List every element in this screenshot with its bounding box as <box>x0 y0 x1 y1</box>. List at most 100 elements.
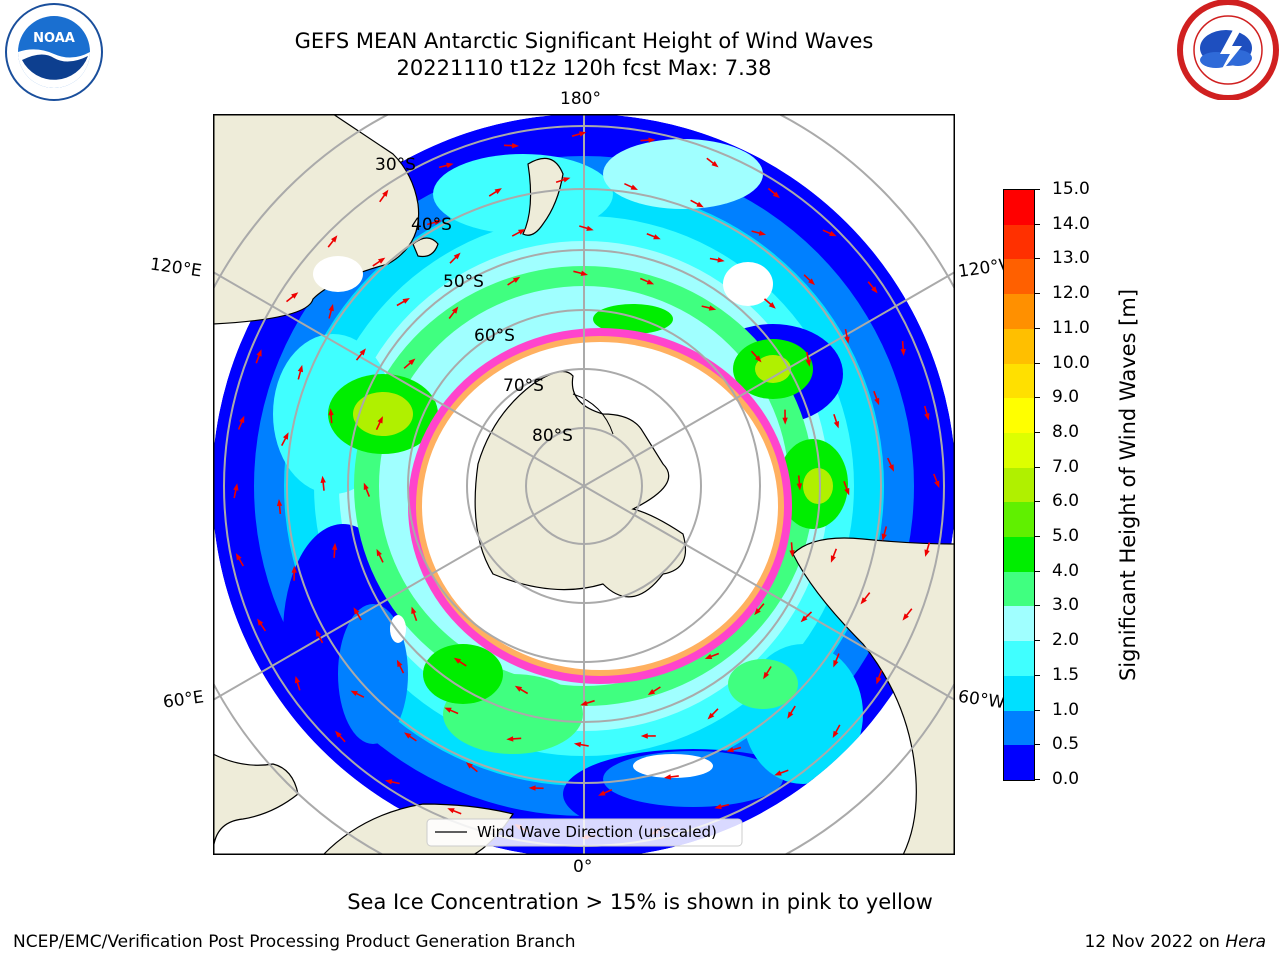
colorbar <box>1003 189 1035 781</box>
wave-arrow-head <box>506 736 514 742</box>
wave-arrow-head <box>768 302 776 309</box>
colorbar-tick-mark <box>1034 570 1040 572</box>
colorbar-tick-mark <box>1034 327 1040 329</box>
colorbar-tick-label: 1.0 <box>1052 699 1080 720</box>
colorbar-tick-label: 7.0 <box>1052 456 1080 477</box>
wave-arrow-head <box>514 685 523 692</box>
colorbar-segment <box>1004 710 1034 746</box>
wave-arrow-head <box>580 700 588 706</box>
wave-arrow-head <box>580 270 588 276</box>
unresolved-regions <box>313 256 773 778</box>
legend-label: Wind Wave Direction (unscaled) <box>477 823 717 841</box>
colorbar-segment <box>1004 606 1034 642</box>
colorbar-segment <box>1004 537 1034 572</box>
colorbar-tick-mark <box>1034 223 1040 225</box>
wave-arrow-head <box>754 608 761 616</box>
wave-arrow-head <box>256 349 262 357</box>
antarctica <box>408 328 792 684</box>
colorbar-tick-mark <box>1034 362 1040 364</box>
wave-arrow-head <box>586 225 594 231</box>
wave-arrow-head <box>297 364 303 373</box>
wave-arrow-head <box>451 306 459 314</box>
wave-arrow-head <box>711 161 719 168</box>
wave-arrow-head <box>763 671 770 680</box>
run-host: Hera <box>1225 932 1266 952</box>
colorbar-tick-mark <box>1034 640 1040 642</box>
wave-arrow-head <box>881 533 887 541</box>
wave-arrow-head <box>335 730 342 738</box>
wave-arrow-head <box>829 230 837 237</box>
lon-label-60w: 60°W <box>956 686 1007 714</box>
colorbar-tick-label: 0.0 <box>1052 769 1080 789</box>
wave-arrow-head <box>708 305 717 311</box>
wave-arrow-head <box>434 219 442 225</box>
wave-arrow-head <box>447 808 455 814</box>
wave-arrow-head <box>332 542 338 550</box>
producer-credit: NCEP/EMC/Verification Post Processing Pr… <box>13 932 576 952</box>
colorbar-tick-mark <box>1034 709 1040 711</box>
lat-label-70s: 70°S <box>503 376 544 396</box>
colorbar-tick-label: 2.0 <box>1052 630 1080 651</box>
wave-arrow-head <box>528 785 536 791</box>
colorbar-tick-mark <box>1034 605 1040 607</box>
svg-text:NOAA: NOAA <box>33 31 75 46</box>
wave-arrow-head <box>640 733 648 739</box>
wave-arrow-head <box>233 483 239 491</box>
colorbar-segment <box>1004 328 1034 364</box>
wave-arrow-head <box>385 779 393 785</box>
wave-arrow-head <box>494 188 502 195</box>
lon-label-120e: 120°E <box>148 254 203 282</box>
colorbar-tick-label: 3.0 <box>1052 595 1080 616</box>
colorbar-tick-label: 15.0 <box>1052 179 1090 199</box>
wave-arrow-head <box>774 770 782 776</box>
wave-arrow-head <box>758 230 767 236</box>
wave-arrow-head <box>934 480 940 488</box>
colorbar-segment <box>1004 641 1034 676</box>
colorbar-tick-label: 14.0 <box>1052 213 1090 234</box>
wave-arrow-head <box>239 415 245 424</box>
wave-arrow-head <box>844 336 850 344</box>
wave-arrow-head <box>465 762 473 769</box>
wave-arrow-head <box>378 257 386 264</box>
colorbar-tick-mark <box>1034 536 1040 538</box>
wave-arrow-head <box>382 189 389 197</box>
wave-arrow-head <box>726 747 734 753</box>
wave-arrow-head <box>453 252 461 260</box>
colorbar-segment <box>1004 363 1034 399</box>
colorbar-tick-label: 10.0 <box>1052 352 1090 373</box>
colorbar-segment <box>1004 745 1034 780</box>
lon-label-0: 0° <box>573 857 593 877</box>
colorbar-tick-label: 12.0 <box>1052 283 1090 304</box>
wave-arrow-head <box>648 137 656 143</box>
wave-arrow-head <box>411 606 417 614</box>
colorbar-segment <box>1004 294 1034 329</box>
wave-arrow-head <box>924 413 930 421</box>
wave-arrow-head <box>294 676 301 684</box>
colorbar-segment <box>1004 675 1034 711</box>
wave-arrow-head <box>696 201 704 208</box>
wave-arrow-head <box>315 629 322 637</box>
wave-arrow-head <box>663 774 672 780</box>
lat-label-30s: 30°S <box>375 155 416 175</box>
wave-arrow-head <box>350 690 358 696</box>
map-title: GEFS MEAN Antarctic Significant Height o… <box>294 29 874 53</box>
wave-arrow-head <box>396 659 403 668</box>
wave-arrow-head <box>630 184 638 190</box>
colorbar-segment <box>1004 259 1034 295</box>
wave-arrow-head <box>796 483 803 491</box>
wave-arrow-head <box>772 191 780 199</box>
colorbar-segment <box>1004 432 1034 468</box>
wave-arrow-head <box>453 657 462 664</box>
wave-arrow-head <box>328 303 334 312</box>
colorbar-tick-mark <box>1034 293 1040 295</box>
wave-arrow-head <box>876 677 882 685</box>
wave-arrow-head <box>787 711 794 719</box>
wave-arrow-head <box>359 348 366 356</box>
wave-arrow-head <box>704 653 713 659</box>
colorbar-tick-label: 1.5 <box>1052 664 1080 685</box>
wave-arrow-head <box>871 286 878 294</box>
wave-arrow-head <box>900 348 906 356</box>
wave-arrow-head <box>888 464 894 472</box>
wave-arrow-head <box>830 555 836 563</box>
lon-label-60e: 60°E <box>161 687 206 713</box>
